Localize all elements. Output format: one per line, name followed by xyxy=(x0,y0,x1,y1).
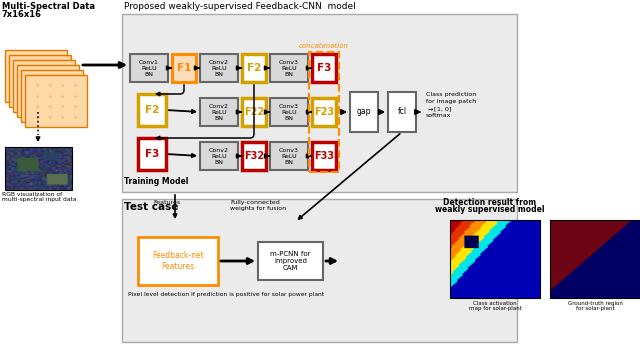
Text: Test case: Test case xyxy=(124,202,179,212)
Bar xyxy=(200,98,238,126)
Text: softmax: softmax xyxy=(426,113,451,118)
Text: F23: F23 xyxy=(314,107,334,117)
Bar xyxy=(21,70,83,122)
Text: Conv3
ReLU
BN: Conv3 ReLU BN xyxy=(279,148,299,165)
Text: for solar-plant: for solar-plant xyxy=(576,306,614,311)
Text: Proposed weakly-supervised Feedback-CNN  model: Proposed weakly-supervised Feedback-CNN … xyxy=(124,2,356,11)
Text: Class prediction: Class prediction xyxy=(426,92,476,97)
Text: gap: gap xyxy=(356,108,371,117)
Bar xyxy=(312,142,336,170)
Bar xyxy=(25,75,87,127)
Text: Fully-connected: Fully-connected xyxy=(230,200,280,205)
Text: Conv3
ReLU
BN: Conv3 ReLU BN xyxy=(279,104,299,121)
Bar xyxy=(242,142,266,170)
Bar xyxy=(200,54,238,82)
Text: weakly supervised model: weakly supervised model xyxy=(435,205,545,214)
Text: for image patch: for image patch xyxy=(426,99,476,104)
Bar xyxy=(450,220,540,298)
Text: Detection result from: Detection result from xyxy=(444,198,536,207)
Bar xyxy=(5,147,72,190)
Bar xyxy=(9,55,71,107)
Text: F32: F32 xyxy=(244,151,264,161)
Bar xyxy=(138,237,218,285)
Text: RGB visualization of: RGB visualization of xyxy=(2,192,62,197)
Text: fcl: fcl xyxy=(397,108,406,117)
Bar xyxy=(138,94,166,126)
Text: Conv2
ReLU
BN: Conv2 ReLU BN xyxy=(209,148,229,165)
Text: F22: F22 xyxy=(244,107,264,117)
Text: map for solar-plant: map for solar-plant xyxy=(468,306,522,311)
Text: Pixel level detection if prediction is positive for solar power plant: Pixel level detection if prediction is p… xyxy=(128,292,324,297)
Bar xyxy=(312,98,336,126)
Bar xyxy=(312,54,336,82)
Bar xyxy=(270,142,308,170)
Bar xyxy=(172,54,196,82)
Bar xyxy=(130,54,168,82)
Bar xyxy=(5,50,67,102)
Text: Feedback-net
Features: Feedback-net Features xyxy=(152,251,204,271)
Bar xyxy=(350,92,378,132)
Text: Conv2
ReLU
BN: Conv2 ReLU BN xyxy=(209,59,229,77)
Bar xyxy=(242,98,266,126)
Text: Class activation: Class activation xyxy=(473,301,517,306)
Bar xyxy=(13,60,75,112)
Bar xyxy=(270,54,308,82)
Text: F3: F3 xyxy=(145,149,159,159)
Bar xyxy=(122,199,517,342)
Text: F3: F3 xyxy=(317,63,331,73)
Text: Conv2
ReLU
BN: Conv2 ReLU BN xyxy=(209,104,229,121)
Text: Conv1
ReLU
BN: Conv1 ReLU BN xyxy=(139,59,159,77)
Bar xyxy=(258,242,323,280)
Bar xyxy=(138,138,166,170)
Text: F1: F1 xyxy=(177,63,191,73)
Bar xyxy=(17,65,79,117)
Text: Features: Features xyxy=(153,200,180,205)
Text: multi-spectral input data: multi-spectral input data xyxy=(2,197,77,202)
Bar xyxy=(242,54,266,82)
Text: F2: F2 xyxy=(145,105,159,115)
Text: Conv3
ReLU
BN: Conv3 ReLU BN xyxy=(279,59,299,77)
Text: concatenation: concatenation xyxy=(299,43,349,49)
Text: $\rightarrow$[1, 0]: $\rightarrow$[1, 0] xyxy=(426,106,452,114)
Text: Ground-truth region: Ground-truth region xyxy=(568,301,623,306)
Bar xyxy=(200,142,238,170)
Bar xyxy=(550,220,640,298)
Text: m-PCNN for
improved
CAM: m-PCNN for improved CAM xyxy=(270,251,311,271)
Bar xyxy=(309,52,339,172)
Text: weights for fusion: weights for fusion xyxy=(230,206,286,211)
Bar xyxy=(122,14,517,192)
Text: Training Model: Training Model xyxy=(124,177,188,186)
Bar xyxy=(270,98,308,126)
Bar xyxy=(388,92,416,132)
Text: 7x16x16: 7x16x16 xyxy=(2,10,42,19)
Text: F2: F2 xyxy=(247,63,261,73)
Text: Multi-Spectral Data: Multi-Spectral Data xyxy=(2,2,95,11)
Text: F33: F33 xyxy=(314,151,334,161)
